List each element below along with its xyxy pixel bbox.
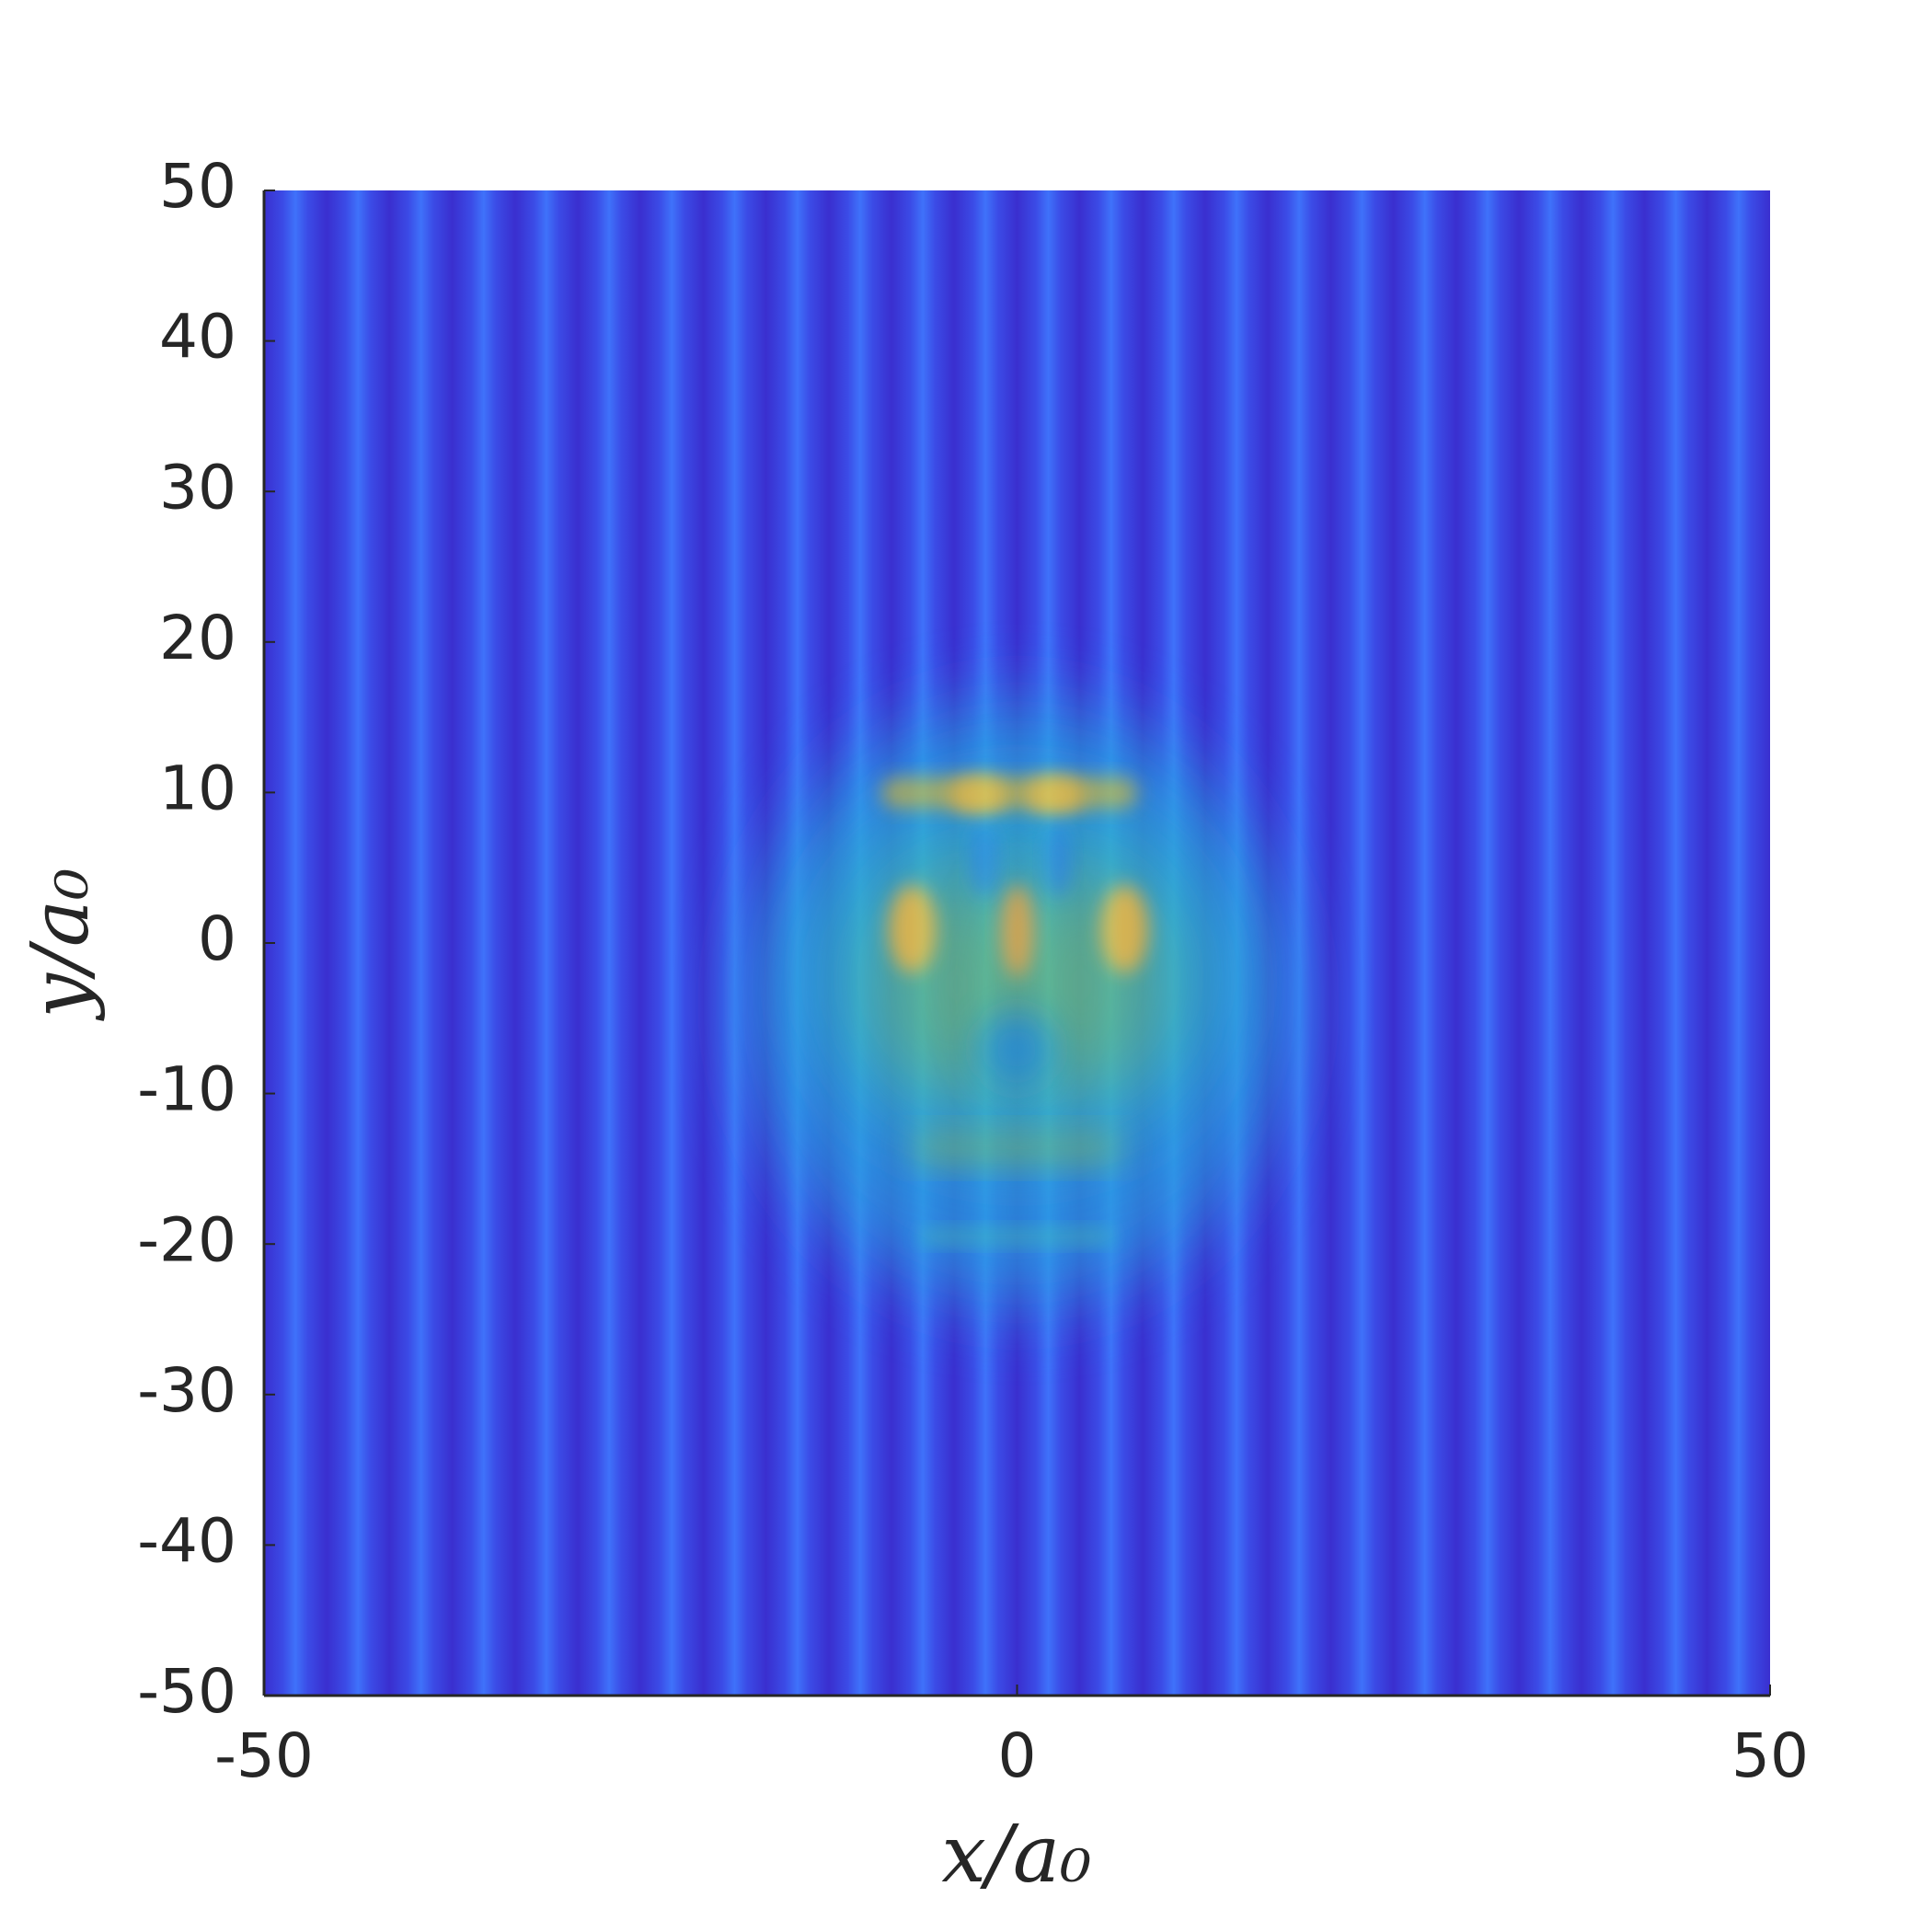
y-axis-label: y/a₀ xyxy=(15,868,107,1021)
y-tick-label: -50 xyxy=(137,1656,236,1727)
y-tick-label: -20 xyxy=(137,1204,236,1275)
y-tick-label: 10 xyxy=(159,753,236,823)
heatmap-field xyxy=(264,190,1770,1696)
y-tick-label: 30 xyxy=(159,452,236,523)
x-tick-label: 50 xyxy=(1731,1720,1809,1791)
y-tick-label: -40 xyxy=(137,1505,236,1576)
x-axis-label: x/a₀ xyxy=(941,1809,1091,1901)
y-tick-label: -10 xyxy=(137,1054,236,1125)
y-tick-label: 0 xyxy=(198,903,236,974)
y-tick-label: 20 xyxy=(159,603,236,673)
x-tick-label: -50 xyxy=(214,1720,314,1791)
y-tick-label: 40 xyxy=(159,302,236,373)
x-tick-label: 0 xyxy=(998,1720,1037,1791)
y-tick-label: -30 xyxy=(137,1355,236,1426)
y-tick-label: 50 xyxy=(159,151,236,222)
